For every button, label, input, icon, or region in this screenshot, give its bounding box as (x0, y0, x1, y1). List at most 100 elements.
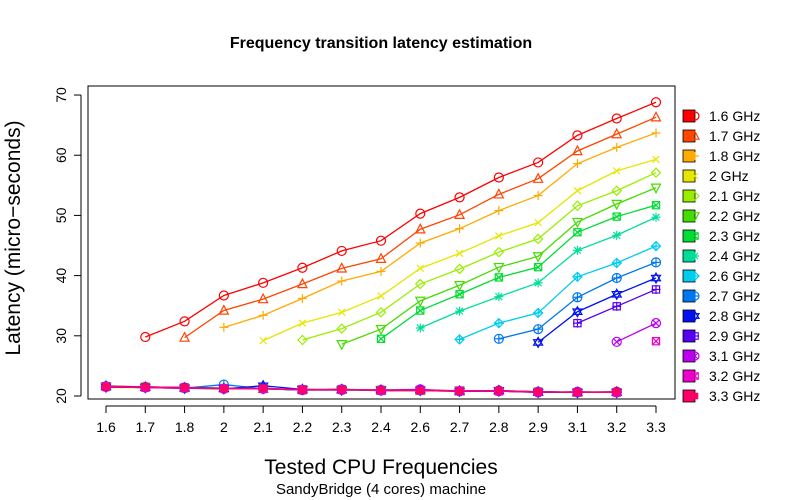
series-2-6-ghz-high (454, 240, 662, 345)
x-tick-label: 2.9 (528, 419, 548, 435)
series-line (459, 245, 657, 341)
data-point (532, 336, 544, 349)
data-point (650, 240, 662, 252)
x-tick-label: 3.3 (646, 419, 666, 435)
data-point (377, 386, 385, 394)
data-point (532, 307, 544, 319)
legend-marker (690, 130, 700, 140)
data-point (493, 333, 504, 344)
data-point (573, 186, 582, 195)
legend-entry: 2 GHz (682, 168, 749, 184)
x-tick-label: 2.3 (332, 419, 352, 435)
x-axis-label: Tested CPU Frequencies (264, 456, 497, 479)
data-point (573, 388, 582, 397)
data-point (179, 316, 190, 327)
series-2-9-ghz-high (572, 284, 661, 328)
data-point (414, 296, 426, 308)
data-point (493, 172, 504, 183)
data-point (493, 262, 505, 274)
data-point (338, 385, 346, 394)
data-point (180, 383, 189, 392)
data-point (297, 262, 308, 273)
series-2-4-ghz-high (415, 212, 661, 333)
data-point (218, 304, 230, 315)
data-point (336, 262, 348, 273)
legend-label: 2 GHz (709, 168, 749, 184)
legend-marker (691, 232, 699, 240)
legend-swatch (682, 189, 696, 203)
data-point (258, 310, 268, 320)
plot-area (100, 97, 662, 399)
y-tick-label: 50 (53, 207, 69, 223)
series-1-6-ghz-high (140, 97, 662, 343)
data-point (493, 188, 505, 199)
data-point (611, 336, 622, 347)
legend-entry: 3.3 GHz (682, 388, 760, 404)
data-point (298, 386, 307, 394)
data-point (572, 292, 583, 303)
data-point (454, 208, 466, 220)
data-point (298, 319, 307, 327)
data-point (533, 262, 543, 272)
legend-entry: 2.8 GHz (682, 308, 760, 324)
y-tick-label: 70 (53, 87, 69, 103)
data-point (376, 266, 386, 276)
data-point (533, 324, 544, 335)
data-point (416, 386, 424, 395)
data-point (532, 252, 544, 263)
y-tick-label: 60 (53, 147, 69, 163)
series-2-3-ghz-high (376, 200, 661, 344)
data-point (650, 257, 662, 268)
data-point (376, 334, 386, 344)
data-point (650, 183, 662, 194)
series-line (184, 116, 657, 339)
legend-marker (690, 212, 700, 222)
data-point (650, 167, 662, 179)
data-point (611, 199, 623, 211)
data-point (494, 273, 504, 282)
data-point (573, 228, 582, 237)
data-point (257, 292, 269, 304)
series-line (223, 132, 657, 328)
data-point (455, 290, 464, 299)
data-point (414, 278, 426, 290)
legend-label: 2.2 GHz (709, 208, 760, 224)
legend-label: 3.2 GHz (709, 368, 760, 384)
legend: 1.6 GHz 1.7 GHz 1.8 GHz 2 GHz 2.1 GHz 2.2 GHz… (682, 108, 760, 404)
data-point (493, 317, 505, 329)
data-point (611, 113, 622, 124)
data-point (455, 387, 464, 395)
data-point (375, 306, 387, 318)
series-line (616, 322, 657, 343)
data-point (572, 200, 583, 212)
legend-marker (690, 271, 700, 281)
data-point (651, 200, 661, 210)
data-point (611, 288, 623, 301)
legend-marker (690, 191, 700, 201)
x-tick-label: 2.8 (489, 419, 509, 435)
data-point (219, 322, 229, 332)
legend-entry: 3.2 GHz (682, 368, 760, 384)
series-3-2-ghz-high (651, 337, 661, 346)
series-3-3-ghz-low (102, 383, 621, 397)
series-2-2-ghz-high (336, 183, 662, 351)
data-point (454, 263, 465, 275)
data-point (572, 159, 582, 169)
series-1-7-ghz-high (179, 111, 662, 342)
data-point (296, 277, 308, 289)
data-point (572, 318, 582, 328)
data-point (651, 128, 661, 138)
data-point (454, 192, 465, 203)
series-line (145, 101, 657, 338)
data-point (416, 306, 425, 315)
data-point (337, 276, 347, 286)
series-line (341, 187, 657, 345)
data-point (220, 385, 228, 393)
x-tick-label: 3.2 (607, 419, 627, 435)
data-point (651, 337, 661, 346)
legend-entry: 2.7 GHz (682, 288, 760, 304)
data-point (495, 386, 503, 395)
data-point (454, 281, 466, 292)
legend-swatch (682, 309, 696, 323)
